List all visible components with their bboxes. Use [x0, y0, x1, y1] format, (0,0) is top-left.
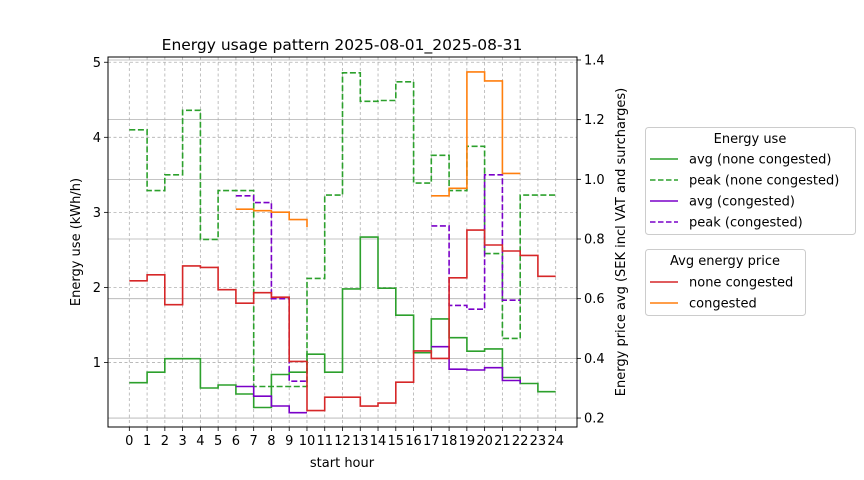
x-tick-label: 0 [125, 434, 133, 449]
y2-tick-label: 0.6 [584, 292, 605, 307]
legend-title: Energy use [714, 132, 787, 147]
x-axis-label: start hour [310, 456, 375, 471]
x-axis-ticks: 0 1 2 3 4 5 6 7 8 9 10 11 12 13 14 15 16 17 18 19 20 21 22 23 24 [125, 427, 564, 449]
x-tick-label: 1 [143, 434, 151, 449]
legend-avg-energy-price: Avg energy price none congested congeste… [645, 249, 806, 316]
x-tick-label: 4 [196, 434, 204, 449]
x-tick-label: 12 [334, 434, 351, 449]
x-tick-label: 9 [285, 434, 293, 449]
x-tick-label: 7 [250, 434, 258, 449]
legend-box [645, 127, 856, 235]
x-tick-label: 5 [214, 434, 222, 449]
y2-tick-label: 0.2 [584, 412, 605, 427]
y-tick-label: 2 [93, 281, 101, 296]
x-tick-label: 14 [370, 434, 387, 449]
x-tick-label: 23 [530, 434, 547, 449]
x-tick-label: 22 [512, 434, 529, 449]
x-tick-label: 19 [459, 434, 476, 449]
y2-tick-label: 1.2 [584, 113, 605, 128]
x-tick-label: 24 [547, 434, 564, 449]
series-line [129, 72, 556, 388]
x-tick-label: 18 [441, 434, 458, 449]
legend-entry: avg (congested) [689, 195, 795, 210]
y-axis-label: Energy use (kWh/h) [69, 178, 84, 306]
x-tick-label: 13 [352, 434, 369, 449]
legend-title: Avg energy price [670, 254, 780, 269]
legend-entry: none congested [689, 276, 793, 291]
x-tick-label: 2 [161, 434, 169, 449]
x-tick-label: 21 [494, 434, 511, 449]
series-line [235, 345, 521, 414]
x-tick-label: 15 [388, 434, 405, 449]
x-tick-label: 17 [423, 434, 440, 449]
legend-entry: peak (congested) [689, 216, 803, 231]
x-tick-label: 16 [405, 434, 422, 449]
x-tick-label: 6 [232, 434, 240, 449]
y2-axis-label: Energy price avg (SEK incl VAT and surch… [614, 88, 629, 396]
series-line [129, 236, 556, 409]
y-tick-label: 4 [93, 131, 101, 146]
y-axis-ticks: 1 2 3 4 5 [93, 56, 108, 371]
y-tick-label: 1 [93, 356, 101, 371]
series-lines [129, 71, 556, 414]
x-tick-label: 10 [299, 434, 316, 449]
y-tick-label: 5 [93, 56, 101, 71]
y2-axis-ticks: 0.2 0.4 0.6 0.8 1.0 1.2 1.4 [577, 53, 605, 427]
x-tick-label: 11 [316, 434, 333, 449]
legend-entry: avg (none congested) [689, 153, 831, 168]
x-tick-label: 20 [476, 434, 493, 449]
y-tick-label: 3 [93, 206, 101, 221]
legend-entry: congested [689, 297, 757, 312]
y2-tick-label: 1.4 [584, 53, 605, 68]
y2-tick-label: 1.0 [584, 173, 605, 188]
y2-tick-label: 0.4 [584, 352, 605, 367]
chart-title: Energy usage pattern 2025-08-01_2025-08-… [162, 36, 523, 55]
legend-entry: peak (none congested) [689, 174, 839, 189]
legend-box [645, 249, 806, 316]
series-line [235, 174, 521, 382]
y2-tick-label: 0.8 [584, 233, 605, 248]
x-tick-label: 3 [178, 434, 186, 449]
series-line [129, 229, 556, 412]
series-line [235, 71, 521, 228]
legend-energy-use: Energy use avg (none congested) peak (no… [645, 127, 856, 235]
x-tick-label: 8 [267, 434, 275, 449]
